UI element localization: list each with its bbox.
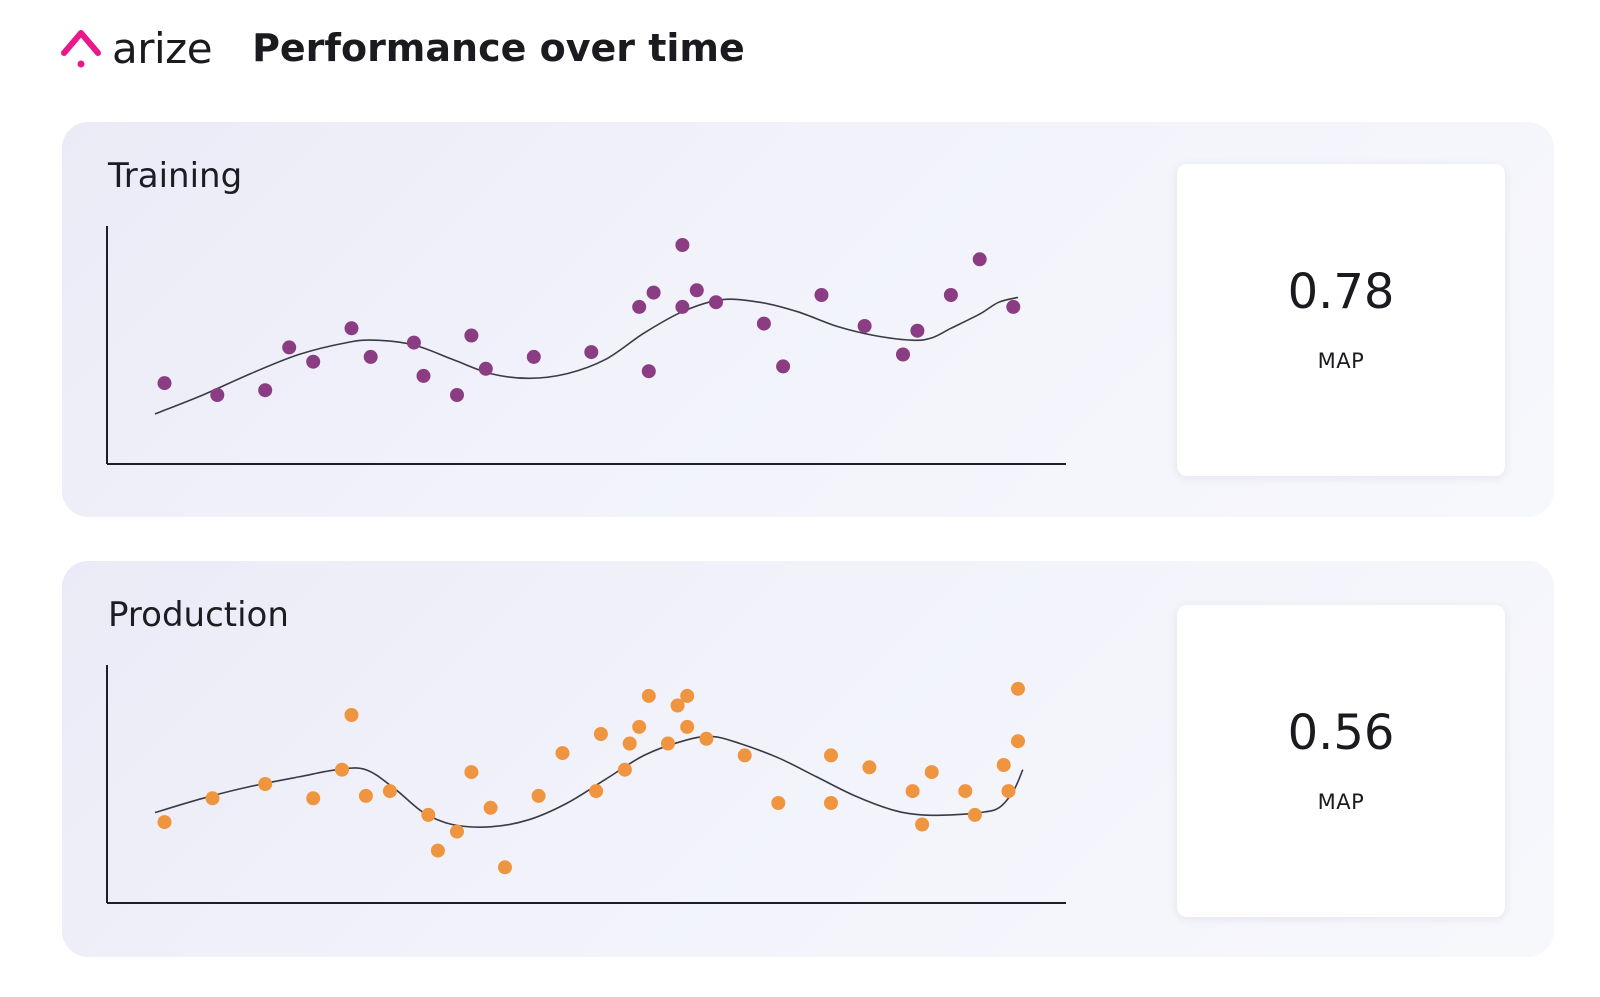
training-panel: Training 0.78 MAP	[62, 122, 1554, 517]
data-point	[675, 299, 690, 314]
data-point	[967, 807, 982, 822]
panel-title-production: Production	[108, 595, 289, 635]
data-point	[680, 719, 695, 734]
data-point	[430, 843, 445, 858]
data-point	[915, 817, 930, 832]
data-point	[910, 323, 925, 338]
data-point	[709, 295, 723, 310]
data-point	[641, 364, 656, 379]
data-point	[776, 359, 791, 374]
data-point	[862, 760, 877, 775]
data-point	[210, 388, 225, 402]
data-point	[464, 328, 479, 343]
data-point	[282, 340, 297, 355]
data-point	[450, 824, 464, 839]
data-point	[943, 288, 958, 302]
data-point	[824, 748, 838, 763]
data-point	[670, 698, 685, 713]
data-point	[1001, 784, 1016, 799]
data-point	[258, 383, 273, 398]
production-metric-card: 0.56 MAP	[1177, 605, 1505, 917]
logo-wordmark: arize	[112, 23, 213, 73]
data-point	[1006, 299, 1021, 314]
trend-line	[154, 296, 1019, 415]
data-point	[996, 758, 1011, 772]
data-point	[680, 688, 695, 703]
training-scatter-chart	[106, 226, 1066, 465]
arize-logo[interactable]: arize	[60, 23, 213, 73]
data-point	[450, 388, 464, 402]
data-point	[584, 345, 599, 360]
data-point	[258, 777, 273, 791]
data-point	[483, 800, 498, 815]
data-point	[905, 784, 920, 799]
training-metric-label: MAP	[1317, 349, 1365, 373]
data-point	[699, 731, 714, 746]
training-metric-card: 0.78 MAP	[1177, 164, 1505, 476]
data-point	[335, 762, 349, 777]
data-point	[857, 319, 872, 333]
data-point	[306, 791, 321, 806]
data-point	[924, 765, 939, 780]
page-title: Performance over time	[252, 26, 745, 70]
training-metric-value: 0.78	[1287, 264, 1395, 320]
data-point	[632, 299, 647, 314]
data-point	[771, 796, 786, 810]
data-point	[498, 860, 512, 875]
production-metric-value: 0.56	[1287, 705, 1395, 761]
data-point	[526, 349, 541, 364]
data-point	[157, 376, 172, 391]
data-point	[972, 252, 987, 267]
data-point	[661, 736, 675, 751]
arize-logo-icon	[61, 30, 101, 68]
data-point	[814, 288, 829, 302]
production-scatter-chart	[106, 665, 1066, 904]
data-point	[737, 748, 752, 763]
data-point	[958, 784, 973, 799]
data-point	[358, 788, 373, 803]
page-header: arize Performance over time	[60, 18, 745, 78]
trend-line	[154, 735, 1024, 828]
data-point	[593, 727, 608, 741]
data-point	[363, 349, 378, 364]
data-point	[406, 335, 421, 350]
data-point	[421, 807, 436, 822]
data-point	[824, 796, 838, 810]
production-panel: Production 0.56 MAP	[62, 561, 1554, 957]
production-metric-label: MAP	[1317, 790, 1365, 814]
data-point	[464, 765, 479, 780]
data-point	[157, 815, 172, 830]
data-point	[589, 784, 604, 799]
data-point	[1011, 734, 1025, 749]
panel-title-training: Training	[108, 156, 243, 196]
data-point	[896, 347, 910, 362]
data-point	[205, 791, 220, 806]
data-point	[531, 788, 546, 803]
data-point	[646, 285, 661, 300]
data-point	[555, 746, 570, 761]
data-point	[344, 708, 359, 722]
data-point	[382, 784, 397, 799]
data-point	[478, 361, 493, 376]
data-point	[306, 354, 321, 369]
data-point	[756, 316, 771, 331]
data-point	[641, 688, 656, 703]
data-point	[622, 736, 637, 751]
data-point	[344, 321, 359, 336]
data-point	[416, 368, 431, 383]
data-point	[675, 238, 690, 252]
data-point	[632, 719, 647, 734]
data-point	[617, 762, 632, 777]
data-point	[689, 283, 704, 298]
data-point	[1011, 681, 1025, 696]
